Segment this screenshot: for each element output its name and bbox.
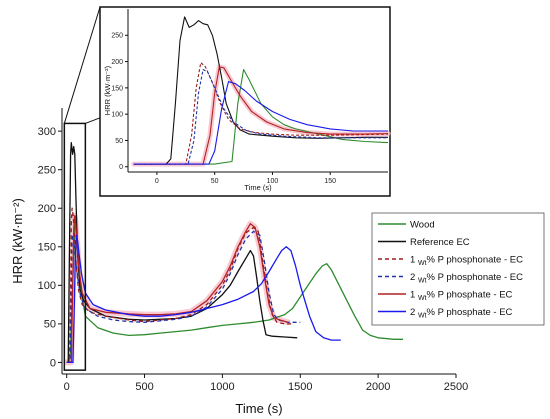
main-y-tick-label: 150 (38, 242, 56, 254)
main-y-axis-title: HRR (kW·m⁻²) (10, 198, 25, 284)
main-y-tick-label: 250 (38, 165, 56, 177)
legend-label-part: Wood (410, 220, 435, 231)
legend-label-pn1: 1 Wt% P phosphonate - EC (410, 255, 523, 268)
legend-label-part: 1 (410, 255, 418, 266)
legend-label-part: % P phosphate - EC (427, 290, 513, 301)
legend-label-ref: Reference EC (410, 237, 470, 248)
legend-label-part: Reference EC (410, 237, 470, 248)
legend-label-part: Wt (418, 295, 427, 302)
inset-y-tick-label: 0 (119, 164, 123, 171)
legend-label-part: % P phosphonate - EC (427, 255, 524, 266)
zoom-region-rect (63, 122, 87, 371)
inset-series-line-3 (133, 68, 388, 165)
legend-label-wood: Wood (410, 220, 435, 231)
main-y-tick-label: 300 (38, 126, 56, 138)
main-series-line-0 (66, 215, 404, 364)
main-x-axis-title: Time (s) (235, 401, 282, 416)
legend-label-part: 2 (410, 272, 418, 283)
inset-x-tick-label: 150 (324, 178, 336, 185)
legend-label-part: 2 (410, 307, 418, 318)
legend-label-pa2: 2 Wt% P phosphate - EC (410, 307, 513, 320)
inset-x-axis-title: Time (s) (244, 183, 272, 192)
main-series-line-5 (66, 234, 341, 364)
legend-label-part: 1 (410, 290, 418, 301)
main-plot: 0 500 1000 1500 2000 2500050100150200250300Ti… (10, 108, 468, 416)
main-series-line-1 (66, 142, 298, 364)
main-x-tick-label: 2500 (444, 381, 468, 393)
inset-y-tick-label: 200 (111, 59, 123, 66)
inset-series-line-5 (133, 81, 388, 165)
inset-y-tick-label: 150 (111, 85, 123, 92)
main-y-tick-label: 100 (38, 280, 56, 292)
main-series-line-4 (66, 215, 288, 364)
main-y-tick-label: 200 (38, 203, 56, 215)
inset-plot: 0 50 100 150 0 50 100 150 200 250 Time (s) HRR (kW·… (99, 6, 391, 197)
legend-box (371, 212, 545, 326)
inset-series-line-2 (133, 62, 389, 165)
main-x-tick-label: 1000 (210, 381, 234, 393)
inset-y-tick-label: 50 (115, 138, 123, 145)
legend-label-part: Wt (418, 260, 427, 267)
legend-label-pn2: 2 Wt% P phosphonate - EC (410, 272, 523, 285)
inset-series-line-1 (133, 16, 388, 165)
inset-y-axis-title: HRR (kW·m⁻²) (103, 65, 112, 115)
legend-label-part: Wt (418, 313, 427, 320)
main-x-tick-label: 500 (135, 381, 153, 393)
main-series-line-2 (66, 207, 293, 364)
main-series-band-4 (63, 212, 291, 366)
main-y-tick-label: 0 (50, 357, 56, 369)
inset-x-tick-label: 0 (155, 178, 159, 185)
inset-y-tick-label: 250 (111, 33, 123, 40)
inset-x-tick-label: 100 (267, 178, 279, 185)
main-y-tick-label: 50 (44, 319, 56, 331)
inset-x-tick-label: 50 (211, 178, 219, 185)
inset-series-line-4 (133, 66, 389, 165)
inset-y-tick-label: 100 (111, 112, 123, 119)
legend-label-pa1: 1 Wt% P phosphate - EC (410, 290, 513, 303)
legend-label-part: % P phosphate - EC (427, 307, 513, 318)
legend-label-part: % P phosphonate - EC (427, 272, 524, 283)
main-x-tick-label: 0 (64, 381, 70, 393)
main-x-tick-label: 2000 (366, 381, 390, 393)
zoom-connector-left (63, 6, 101, 124)
legend-label-part: Wt (418, 278, 427, 285)
main-x-tick-label: 1500 (288, 381, 312, 393)
